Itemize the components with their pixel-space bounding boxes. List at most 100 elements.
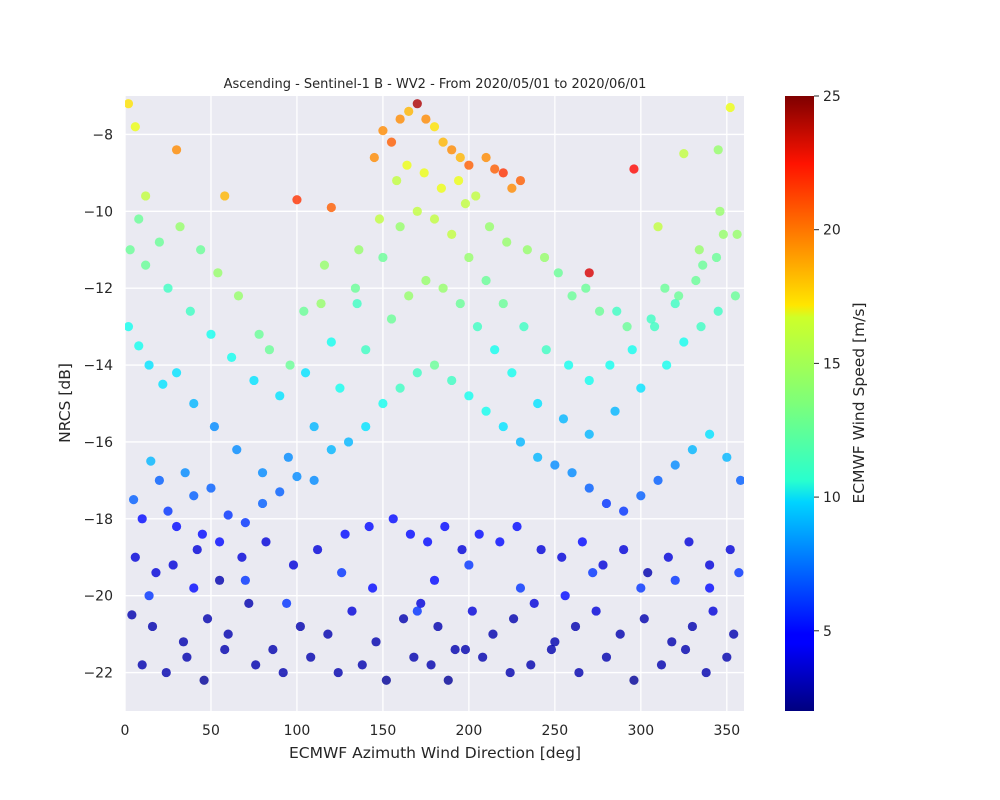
data-point xyxy=(137,660,147,670)
data-point xyxy=(154,475,164,485)
data-point xyxy=(570,621,581,632)
data-point xyxy=(257,498,268,509)
colorbar-tick-label: 20 xyxy=(823,223,841,239)
y-tick-label: −8 xyxy=(92,127,113,143)
colorbar xyxy=(785,96,814,711)
data-point xyxy=(502,237,512,247)
data-point xyxy=(412,368,422,378)
data-point xyxy=(196,245,206,255)
data-point xyxy=(175,222,185,232)
data-point xyxy=(687,445,698,455)
data-point xyxy=(619,506,629,516)
data-point xyxy=(412,99,422,109)
data-point xyxy=(584,429,594,439)
data-point xyxy=(601,498,612,509)
data-point xyxy=(581,283,591,293)
data-point xyxy=(522,245,532,255)
data-point xyxy=(639,614,649,624)
data-point xyxy=(158,379,168,389)
data-point xyxy=(206,483,216,493)
data-point xyxy=(125,99,134,109)
chart-title: Ascending - Sentinel-1 B - WV2 - From 20… xyxy=(224,77,647,92)
data-point xyxy=(371,637,381,647)
colorbar-tick-label: 10 xyxy=(823,490,841,506)
data-point xyxy=(550,460,560,470)
data-point xyxy=(404,106,414,116)
data-point xyxy=(386,314,397,324)
data-point xyxy=(729,629,739,639)
data-point xyxy=(629,675,639,685)
data-point xyxy=(144,360,154,370)
data-point xyxy=(130,122,140,132)
data-point xyxy=(386,137,397,147)
data-point xyxy=(663,552,673,562)
data-point xyxy=(134,214,144,224)
x-tick-label: 300 xyxy=(627,723,654,739)
data-point xyxy=(567,468,577,478)
y-tick-label: −14 xyxy=(83,358,113,374)
data-point xyxy=(163,506,173,516)
data-point xyxy=(429,122,440,132)
data-point xyxy=(629,164,639,174)
data-point xyxy=(584,483,594,493)
data-point xyxy=(488,629,498,639)
data-point xyxy=(674,291,684,301)
data-point xyxy=(474,529,484,539)
data-point xyxy=(436,183,446,193)
data-point xyxy=(412,606,422,616)
data-point xyxy=(299,306,309,316)
data-point xyxy=(515,583,526,593)
data-point xyxy=(453,175,464,186)
data-point xyxy=(687,621,698,632)
data-point xyxy=(202,614,213,624)
data-point xyxy=(282,598,292,608)
data-point xyxy=(350,283,361,293)
data-point xyxy=(352,298,362,309)
data-point xyxy=(526,660,536,670)
data-point xyxy=(498,421,508,432)
data-point xyxy=(419,168,429,178)
data-point xyxy=(192,544,202,555)
data-point xyxy=(662,360,672,370)
data-point xyxy=(223,629,233,639)
data-point xyxy=(653,475,663,485)
data-point xyxy=(409,652,419,662)
data-point xyxy=(533,398,543,409)
data-point xyxy=(343,437,354,447)
data-point xyxy=(402,160,412,170)
data-point xyxy=(240,518,250,528)
data-point xyxy=(214,575,225,585)
data-point xyxy=(711,252,722,263)
colorbar-ticks: 5 10 15 20 25 xyxy=(814,89,841,640)
data-point xyxy=(347,606,357,616)
data-point xyxy=(533,452,543,462)
data-point xyxy=(405,529,416,539)
data-point xyxy=(732,229,742,239)
data-point xyxy=(171,145,182,155)
data-point xyxy=(209,421,220,432)
data-point xyxy=(447,375,457,386)
data-point xyxy=(378,398,388,409)
data-point xyxy=(560,591,570,601)
y-tick-label: −20 xyxy=(83,589,113,605)
data-point xyxy=(698,260,708,270)
data-point xyxy=(536,544,546,555)
data-point xyxy=(649,322,660,332)
y-tick-label: −22 xyxy=(83,666,113,682)
data-point xyxy=(316,298,326,309)
data-point xyxy=(484,222,495,232)
data-point xyxy=(656,660,667,670)
data-point xyxy=(515,437,526,447)
data-point xyxy=(189,491,199,501)
data-point xyxy=(378,252,388,263)
data-point xyxy=(275,487,285,497)
data-point xyxy=(734,568,744,578)
data-point xyxy=(292,471,302,482)
data-point xyxy=(128,494,139,505)
data-point xyxy=(553,268,563,278)
colorbar-tick-label: 25 xyxy=(823,89,841,105)
data-point xyxy=(481,152,491,163)
data-point xyxy=(460,644,471,655)
data-point xyxy=(125,245,135,255)
data-point xyxy=(481,275,491,286)
